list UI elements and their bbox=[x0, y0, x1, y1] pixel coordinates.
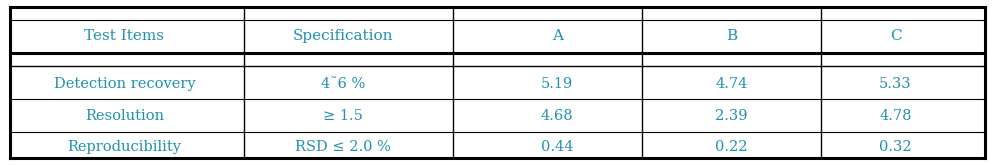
Text: 0.32: 0.32 bbox=[879, 140, 911, 154]
Text: 4.68: 4.68 bbox=[541, 109, 573, 122]
Text: 5.19: 5.19 bbox=[541, 77, 573, 91]
Text: A: A bbox=[551, 29, 563, 43]
Text: Specification: Specification bbox=[292, 29, 394, 43]
Text: C: C bbox=[889, 29, 901, 43]
Text: Reproducibility: Reproducibility bbox=[68, 140, 181, 154]
Text: RSD ≤ 2.0 %: RSD ≤ 2.0 % bbox=[295, 140, 391, 154]
Text: Resolution: Resolution bbox=[84, 109, 164, 122]
Text: 4˜6 %: 4˜6 % bbox=[321, 77, 365, 91]
Text: 4.74: 4.74 bbox=[715, 77, 746, 91]
Text: 5.33: 5.33 bbox=[879, 77, 911, 91]
Text: 4.78: 4.78 bbox=[879, 109, 911, 122]
Text: B: B bbox=[725, 29, 737, 43]
Text: 0.22: 0.22 bbox=[715, 140, 746, 154]
Text: 2.39: 2.39 bbox=[715, 109, 746, 122]
Text: 0.44: 0.44 bbox=[541, 140, 573, 154]
Text: ≥ 1.5: ≥ 1.5 bbox=[323, 109, 363, 122]
Text: Detection recovery: Detection recovery bbox=[54, 77, 195, 91]
Text: Test Items: Test Items bbox=[84, 29, 164, 43]
